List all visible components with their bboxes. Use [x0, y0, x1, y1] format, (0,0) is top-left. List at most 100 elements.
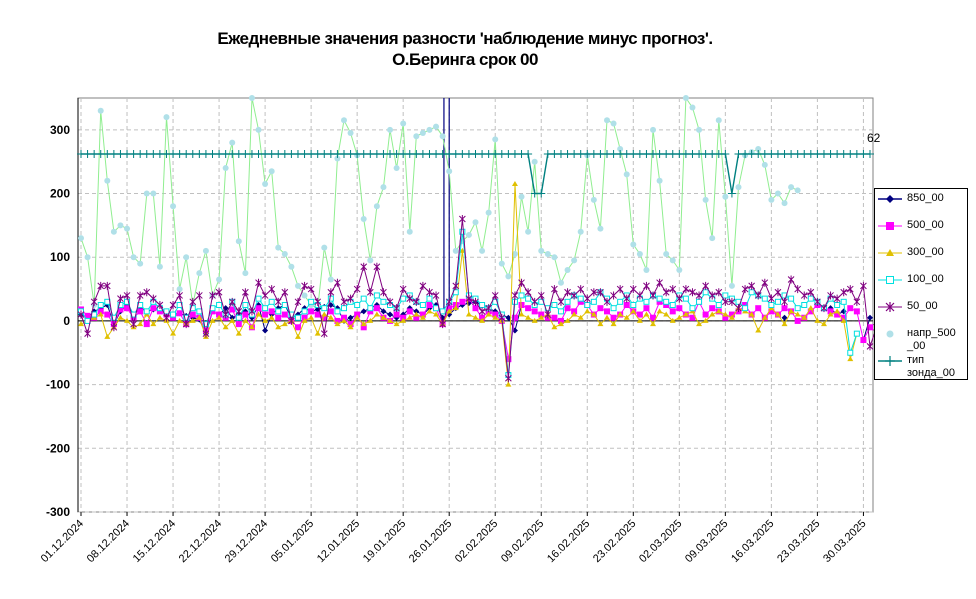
data-point	[97, 311, 104, 317]
data-point	[867, 314, 873, 321]
data-point	[597, 225, 604, 232]
data-point	[400, 120, 407, 127]
data-point	[222, 324, 229, 330]
data-point	[354, 302, 361, 308]
data-point	[584, 308, 591, 314]
data-point	[412, 297, 420, 306]
data-point	[97, 302, 104, 308]
data-point	[189, 297, 197, 306]
data-point	[525, 314, 532, 320]
data-point	[242, 270, 249, 277]
data-point	[353, 285, 361, 294]
x-tick-label: 23.02.2025	[591, 518, 638, 565]
data-point	[136, 291, 144, 300]
data-point	[774, 298, 781, 305]
data-point	[840, 314, 847, 321]
x-tick-label: 29.12.2024	[223, 518, 270, 565]
data-point	[676, 266, 683, 273]
data-point	[262, 305, 269, 312]
data-point	[209, 291, 216, 300]
x-tick-label: 12.01.2025	[315, 518, 362, 565]
data-point	[801, 314, 808, 320]
data-point	[479, 314, 486, 321]
data-point	[827, 308, 834, 315]
data-point	[446, 305, 453, 312]
data-point	[557, 279, 564, 286]
legend: 850_00 500_00 300_00 100_00 50_00 напр_5…	[874, 188, 968, 380]
data-point	[459, 247, 466, 253]
data-point	[853, 330, 860, 337]
data-point	[511, 251, 518, 258]
data-point	[479, 317, 486, 323]
data-point	[117, 306, 124, 313]
data-point	[255, 126, 262, 133]
data-point	[663, 298, 670, 305]
data-point	[170, 330, 177, 336]
data-point	[505, 273, 512, 280]
data-point	[268, 285, 276, 294]
data-point	[170, 314, 177, 321]
data-point	[537, 291, 545, 300]
data-point	[675, 294, 683, 303]
data-point	[761, 314, 768, 320]
data-point	[419, 302, 426, 308]
data-point	[274, 297, 282, 306]
data-point	[182, 320, 190, 329]
data-point	[281, 288, 289, 297]
data-point	[617, 311, 624, 317]
data-point	[308, 308, 315, 315]
data-point	[380, 288, 387, 297]
data-point	[347, 324, 354, 330]
data-point	[255, 295, 262, 302]
data-point	[557, 321, 564, 327]
data-point	[301, 281, 308, 290]
data-point	[419, 130, 426, 137]
data-point	[781, 200, 788, 207]
data-point	[663, 311, 670, 317]
data-point	[124, 317, 131, 323]
data-point	[696, 126, 703, 133]
data-point	[472, 305, 479, 312]
data-point	[432, 291, 440, 300]
data-point	[610, 305, 617, 312]
data-point	[367, 308, 374, 315]
x-tick-label: 01.12.2024	[39, 518, 86, 565]
data-point	[656, 295, 663, 302]
data-point	[196, 314, 203, 320]
data-point	[419, 311, 426, 318]
data-point	[183, 254, 190, 261]
data-point	[321, 305, 328, 312]
data-point	[196, 270, 203, 277]
data-point	[853, 297, 861, 306]
data-point	[84, 254, 91, 261]
data-point	[722, 193, 729, 200]
data-point	[742, 302, 749, 308]
legend-symbol-300	[878, 249, 902, 256]
data-point	[406, 294, 414, 303]
data-point	[406, 228, 413, 235]
data-point	[853, 308, 860, 315]
data-point	[216, 276, 223, 283]
data-point	[242, 302, 249, 308]
data-point	[110, 228, 117, 235]
data-point	[525, 305, 532, 312]
data-point	[124, 305, 131, 312]
data-point	[268, 298, 275, 305]
data-point	[459, 298, 466, 305]
data-point	[650, 314, 657, 321]
data-point	[669, 302, 676, 308]
data-point	[281, 311, 288, 318]
data-point	[774, 190, 781, 197]
data-point	[143, 321, 150, 328]
data-point	[577, 295, 584, 302]
data-point	[695, 291, 703, 300]
data-point	[748, 281, 756, 290]
data-point	[485, 311, 492, 317]
data-point	[275, 314, 282, 321]
data-point	[610, 314, 617, 321]
data-point	[347, 321, 354, 328]
data-point	[755, 305, 762, 312]
data-point	[268, 308, 275, 315]
data-point	[90, 297, 98, 306]
data-point	[702, 196, 709, 203]
